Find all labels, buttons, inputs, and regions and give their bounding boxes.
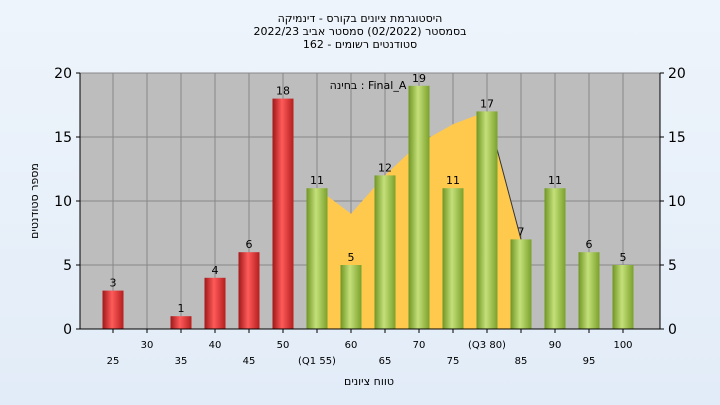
- bar-value-label: 4: [212, 264, 219, 277]
- exam-label: בחינה : Final_A: [330, 79, 407, 92]
- y-tick-label-right: 0: [668, 322, 677, 338]
- histogram-bar: [340, 265, 362, 329]
- bar-value-label: 11: [310, 174, 324, 187]
- histogram-bar: [102, 290, 124, 329]
- bar-value-label: 19: [412, 72, 426, 85]
- x-tick-label: 60: [345, 340, 358, 351]
- y-tick-label-left: 10: [54, 194, 72, 210]
- x-tick-label: 85: [515, 356, 528, 367]
- bar-value-label: 5: [348, 251, 355, 264]
- x-tick-labels: 25 30 35 40 45 50 (Q1 55) 60 65 70 75 (Q3 80) 85 90 95…: [107, 329, 633, 367]
- histogram-bar: [374, 175, 396, 329]
- bar-value-label: 6: [246, 238, 253, 251]
- bar-value-label: 17: [480, 97, 494, 110]
- y-tick-label-right: 10: [668, 194, 686, 210]
- x-tick-label: (Q3 80): [468, 340, 506, 351]
- y-tick-label-left: 5: [63, 258, 72, 274]
- chart-title-line-3: סטודנטים רשומים - 162: [303, 38, 417, 51]
- x-tick-label: 100: [613, 340, 632, 351]
- histogram-bar: [510, 239, 532, 329]
- bars: [102, 85, 634, 330]
- y-tick-label-left: 0: [63, 322, 72, 338]
- x-tick-label: 95: [583, 356, 596, 367]
- histogram-bar: [204, 277, 226, 329]
- x-tick-label: 35: [175, 356, 188, 367]
- histogram-bar: [544, 188, 566, 329]
- bar-value-label: 1: [178, 302, 185, 315]
- histogram-bar: [578, 252, 600, 329]
- histogram-bar: [442, 188, 464, 329]
- y-tick-label-left: 20: [54, 66, 72, 82]
- bar-value-label: 3: [110, 277, 117, 290]
- x-tick-label: 65: [379, 356, 392, 367]
- x-tick-label: 70: [413, 340, 426, 351]
- y-tick-label-right: 20: [668, 66, 686, 82]
- bar-value-label: 18: [276, 85, 290, 98]
- x-tick-label: 40: [209, 340, 222, 351]
- chart-title-line-2: בסמסטר (02/2022) סמסטר אביב 2022/23: [253, 25, 466, 38]
- y-tick-label-left: 15: [54, 130, 72, 146]
- histogram-bar: [170, 316, 192, 329]
- bar-labels: 3 1 4 6 18 11 5 12 19 11 17 7 11 6 5: [110, 72, 627, 315]
- histogram-bar: [238, 252, 260, 329]
- bar-value-label: 6: [586, 238, 593, 251]
- x-tick-label: 45: [243, 356, 256, 367]
- histogram-bar: [306, 188, 328, 329]
- x-tick-label: 30: [141, 340, 154, 351]
- histogram-bar: [408, 85, 430, 329]
- x-tick-label: 50: [277, 340, 290, 351]
- y-tick-label-right: 5: [668, 258, 677, 274]
- bar-value-label: 7: [518, 225, 525, 238]
- x-tick-label: 90: [549, 340, 562, 351]
- y-tick-label-right: 15: [668, 130, 686, 146]
- bar-value-label: 11: [446, 174, 460, 187]
- x-axis-title: טווח ציונים: [344, 375, 394, 388]
- x-tick-label: 25: [107, 356, 120, 367]
- bar-value-label: 12: [378, 161, 392, 174]
- x-tick-label: 75: [447, 356, 460, 367]
- x-tick-label: (Q1 55): [298, 356, 336, 367]
- chart-title-line-1: היסטוגרמת ציונים בקורס - דינמיקה: [278, 12, 443, 25]
- bar-value-label: 11: [548, 174, 562, 187]
- histogram-bar: [272, 98, 294, 329]
- histogram-bar: [476, 111, 498, 330]
- histogram-bar: [612, 265, 634, 329]
- bar-value-label: 5: [620, 251, 627, 264]
- y-axis-title: מספר סטודנטים: [28, 163, 41, 239]
